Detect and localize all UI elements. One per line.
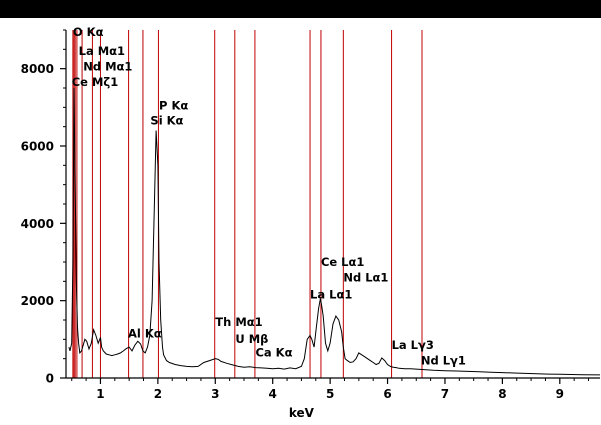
peak-label: La Lγ3 (392, 338, 434, 352)
peak-label: Ce Mζ1 (72, 75, 118, 89)
peak-label: O Kα (73, 25, 104, 39)
peak-label: Ce Lα1 (321, 255, 364, 269)
peak-label: Nd Mα1 (83, 60, 132, 74)
peak-label: P Kα (159, 98, 188, 112)
x-tick-label: 5 (326, 387, 334, 401)
peak-label: Al Kα (128, 326, 162, 340)
peak-label: La Lα1 (310, 288, 352, 302)
x-tick-label: 6 (383, 387, 391, 401)
x-tick-label: 9 (556, 387, 564, 401)
top-bar (0, 0, 601, 18)
x-tick-label: 2 (154, 387, 162, 401)
x-tick-label: 7 (441, 387, 449, 401)
peak-label: La Mα1 (79, 44, 125, 58)
axis-ticks: 0 2000 4000 6000 8000 1 2 3 4 5 6 7 8 9 (21, 29, 590, 401)
peak-label: Si Kα (150, 114, 183, 128)
x-tick-label: 1 (96, 387, 104, 401)
x-tick-label: 8 (498, 387, 506, 401)
y-tick-label: 4000 (21, 217, 54, 231)
peak-label: Nd Lα1 (343, 270, 388, 284)
spectrum-line (68, 87, 601, 376)
y-tick-label: 0 (46, 372, 54, 386)
x-axis-label: keV (289, 406, 315, 420)
y-tick-label: 6000 (21, 140, 54, 154)
peak-label: U Mβ (235, 332, 268, 346)
peak-label: Nd Lγ1 (421, 353, 466, 367)
y-tick-label: 2000 (21, 294, 54, 308)
x-tick-label: 4 (269, 387, 277, 401)
peak-label: Ca Kα (255, 346, 292, 360)
peak-label: Th Mα1 (215, 315, 262, 329)
x-tick-label: 3 (211, 387, 219, 401)
y-tick-label: 8000 (21, 62, 54, 76)
